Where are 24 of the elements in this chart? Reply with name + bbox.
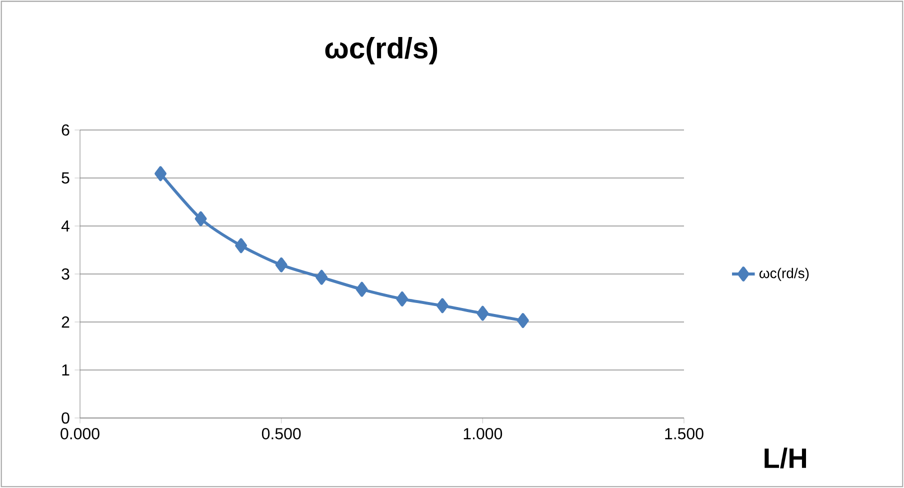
legend-label: ωc(rd/s) xyxy=(759,268,809,281)
x-tick-label: 0.500 xyxy=(262,428,301,440)
y-tick-label: 5 xyxy=(62,172,70,184)
y-tick-label: 0 xyxy=(62,412,70,424)
point xyxy=(356,282,368,297)
point xyxy=(476,306,489,321)
x-axis-title: L/H xyxy=(764,448,806,468)
point xyxy=(396,291,408,306)
point xyxy=(194,211,207,226)
point xyxy=(516,313,529,328)
point xyxy=(275,257,288,272)
y-tick-label: 2 xyxy=(62,316,70,328)
x-tick-label: 1.500 xyxy=(665,428,704,440)
y-tick-label: 3 xyxy=(62,268,70,280)
y-tick-label: 1 xyxy=(62,364,70,376)
point xyxy=(316,270,328,285)
point xyxy=(436,298,448,314)
point xyxy=(154,166,167,182)
x-tick-label: 0.000 xyxy=(60,428,100,440)
y-tick-label: 4 xyxy=(61,220,70,232)
point xyxy=(235,238,248,254)
y-tick-label: 6 xyxy=(62,124,70,136)
x-tick-label: 1.000 xyxy=(464,428,502,440)
chart-title: ωc(rd/s) xyxy=(325,36,438,64)
